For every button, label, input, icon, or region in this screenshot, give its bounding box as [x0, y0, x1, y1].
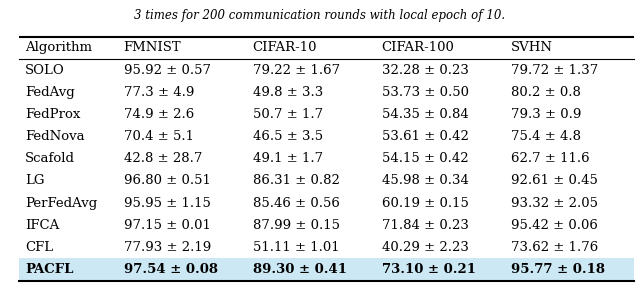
Text: 79.22 ± 1.67: 79.22 ± 1.67 [253, 64, 340, 76]
Text: 80.2 ± 0.8: 80.2 ± 0.8 [511, 86, 580, 99]
Text: 95.95 ± 1.15: 95.95 ± 1.15 [124, 196, 211, 209]
Text: 95.92 ± 0.57: 95.92 ± 0.57 [124, 64, 211, 76]
Text: IFCA: IFCA [26, 219, 60, 232]
Text: 42.8 ± 28.7: 42.8 ± 28.7 [124, 152, 202, 165]
Text: 92.61 ± 0.45: 92.61 ± 0.45 [511, 174, 598, 187]
Text: 85.46 ± 0.56: 85.46 ± 0.56 [253, 196, 340, 209]
Text: 71.84 ± 0.23: 71.84 ± 0.23 [381, 219, 468, 232]
Text: 97.54 ± 0.08: 97.54 ± 0.08 [124, 263, 218, 276]
Text: SOLO: SOLO [26, 64, 65, 76]
Text: CFL: CFL [26, 241, 54, 254]
Text: 53.61 ± 0.42: 53.61 ± 0.42 [381, 130, 468, 143]
Text: 45.98 ± 0.34: 45.98 ± 0.34 [381, 174, 468, 187]
Text: 49.8 ± 3.3: 49.8 ± 3.3 [253, 86, 323, 99]
Text: LG: LG [26, 174, 45, 187]
Text: FedNova: FedNova [26, 130, 85, 143]
Text: 70.4 ± 5.1: 70.4 ± 5.1 [124, 130, 194, 143]
Text: PerFedAvg: PerFedAvg [26, 196, 97, 209]
Text: 93.32 ± 2.05: 93.32 ± 2.05 [511, 196, 598, 209]
Text: 60.19 ± 0.15: 60.19 ± 0.15 [381, 196, 468, 209]
Text: 77.3 ± 4.9: 77.3 ± 4.9 [124, 86, 194, 99]
Text: 87.99 ± 0.15: 87.99 ± 0.15 [253, 219, 340, 232]
Text: 50.7 ± 1.7: 50.7 ± 1.7 [253, 108, 323, 121]
Text: 54.35 ± 0.84: 54.35 ± 0.84 [381, 108, 468, 121]
Text: 49.1 ± 1.7: 49.1 ± 1.7 [253, 152, 323, 165]
Text: 73.10 ± 0.21: 73.10 ± 0.21 [381, 263, 476, 276]
Text: 53.73 ± 0.50: 53.73 ± 0.50 [381, 86, 468, 99]
Text: 32.28 ± 0.23: 32.28 ± 0.23 [381, 64, 468, 76]
Text: Algorithm: Algorithm [26, 41, 92, 54]
Text: 86.31 ± 0.82: 86.31 ± 0.82 [253, 174, 340, 187]
Text: 74.9 ± 2.6: 74.9 ± 2.6 [124, 108, 194, 121]
Text: 54.15 ± 0.42: 54.15 ± 0.42 [381, 152, 468, 165]
Text: 73.62 ± 1.76: 73.62 ± 1.76 [511, 241, 598, 254]
Text: FedAvg: FedAvg [26, 86, 75, 99]
Text: 46.5 ± 3.5: 46.5 ± 3.5 [253, 130, 323, 143]
Text: 95.42 ± 0.06: 95.42 ± 0.06 [511, 219, 598, 232]
Text: 89.30 ± 0.41: 89.30 ± 0.41 [253, 263, 347, 276]
Text: 62.7 ± 11.6: 62.7 ± 11.6 [511, 152, 589, 165]
Text: 79.3 ± 0.9: 79.3 ± 0.9 [511, 108, 581, 121]
Text: 95.77 ± 0.18: 95.77 ± 0.18 [511, 263, 605, 276]
Text: FedProx: FedProx [26, 108, 81, 121]
Text: FMNIST: FMNIST [124, 41, 181, 54]
Text: 75.4 ± 4.8: 75.4 ± 4.8 [511, 130, 580, 143]
Text: 51.11 ± 1.01: 51.11 ± 1.01 [253, 241, 339, 254]
Text: 77.93 ± 2.19: 77.93 ± 2.19 [124, 241, 211, 254]
Text: 97.15 ± 0.01: 97.15 ± 0.01 [124, 219, 211, 232]
Text: 79.72 ± 1.37: 79.72 ± 1.37 [511, 64, 598, 76]
Text: SVHN: SVHN [511, 41, 553, 54]
Text: 40.29 ± 2.23: 40.29 ± 2.23 [381, 241, 468, 254]
Text: PACFL: PACFL [26, 263, 74, 276]
Text: CIFAR-10: CIFAR-10 [253, 41, 317, 54]
Text: 3 times for 200 communication rounds with local epoch of 10.: 3 times for 200 communication rounds wit… [134, 9, 506, 22]
Text: CIFAR-100: CIFAR-100 [381, 41, 454, 54]
Text: 96.80 ± 0.51: 96.80 ± 0.51 [124, 174, 211, 187]
Text: Scafold: Scafold [26, 152, 76, 165]
